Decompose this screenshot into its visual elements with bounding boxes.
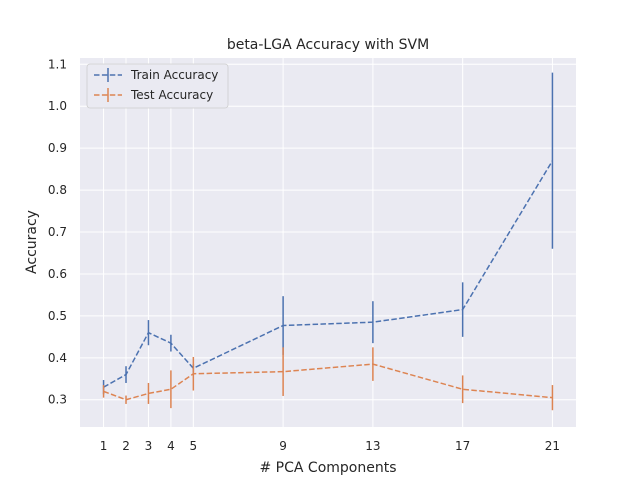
chart-title: beta-LGA Accuracy with SVM — [227, 37, 429, 53]
x-tick-label: 2 — [122, 439, 130, 453]
y-tick-label: 0.7 — [48, 225, 67, 239]
y-tick-label: 0.9 — [48, 141, 67, 155]
series-test — [102, 347, 554, 411]
legend-box — [86, 63, 229, 109]
legend-label-train: Train Accuracy — [130, 68, 218, 82]
legend-label-test: Test Accuracy — [130, 88, 213, 102]
y-tick-label: 0.8 — [48, 183, 67, 197]
x-axis-label: # PCA Components — [260, 460, 397, 476]
y-tick-label: 0.6 — [48, 267, 67, 281]
y-tick-label: 1.1 — [48, 57, 67, 71]
y-axis-label: Accuracy — [24, 210, 40, 274]
axis-ticks: 0.3 0.4 0.5 0.6 0.7 0.8 0.9 1.0 1.1 1 2 3 4 5 9 13 17 21 — [48, 57, 560, 453]
y-tick-label: 0.5 — [48, 309, 67, 323]
x-tick-label: 1 — [100, 439, 108, 453]
x-tick-label: 4 — [167, 439, 175, 453]
x-tick-label: 17 — [455, 439, 470, 453]
legend-item-test: Test Accuracy — [94, 88, 213, 102]
y-tick-label: 1.0 — [48, 99, 67, 113]
y-tick-label: 0.4 — [48, 351, 67, 365]
x-tick-label: 21 — [545, 439, 560, 453]
series-layer — [102, 72, 554, 411]
plot-area — [80, 58, 576, 427]
x-tick-label: 3 — [145, 439, 153, 453]
x-tick-label: 9 — [279, 439, 287, 453]
y-tick-label: 0.3 — [48, 393, 67, 407]
legend-item-train: Train Accuracy — [94, 68, 218, 82]
x-tick-label: 13 — [365, 439, 380, 453]
x-tick-label: 5 — [190, 439, 198, 453]
legend: Train Accuracy Test Accuracy — [86, 63, 229, 109]
